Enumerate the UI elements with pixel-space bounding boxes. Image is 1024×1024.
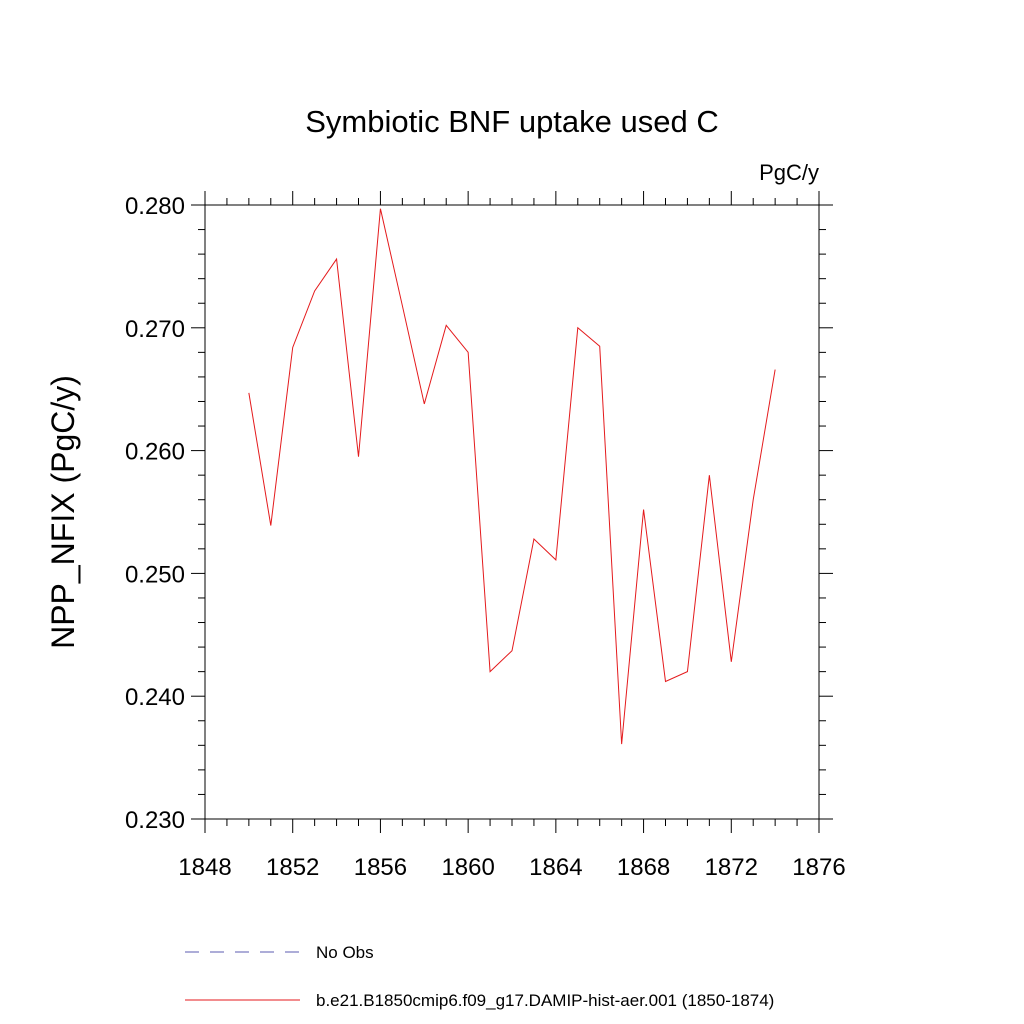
chart-title: Symbiotic BNF uptake used C <box>305 104 719 139</box>
series-group <box>248 208 776 745</box>
x-tick-label: 1848 <box>178 854 231 881</box>
legend-label-model: b.e21.B1850cmip6.f09_g17.DAMIP-hist-aer.… <box>316 991 774 1010</box>
x-tick-label: 1856 <box>354 854 407 881</box>
units-label: PgC/y <box>759 160 819 185</box>
y-tick-label: 0.250 <box>125 561 185 588</box>
axis-ticks <box>191 191 833 833</box>
x-tick-label: 1868 <box>617 854 670 881</box>
x-tick-label: 1860 <box>441 854 494 881</box>
plot-frame <box>204 204 820 820</box>
y-tick-label: 0.240 <box>125 684 185 711</box>
series-line <box>248 208 776 745</box>
x-tick-label: 1864 <box>529 854 582 881</box>
legend-label-no-obs: No Obs <box>316 943 374 962</box>
y-tick-label: 0.270 <box>125 316 185 343</box>
legend: No Obs b.e21.B1850cmip6.f09_g17.DAMIP-hi… <box>185 943 774 1010</box>
y-tick-label: 0.280 <box>125 193 185 220</box>
x-tick-label: 1872 <box>705 854 758 881</box>
y-tick-label: 0.230 <box>125 807 185 834</box>
y-axis-label: NPP_NFIX (PgC/y) <box>45 375 81 649</box>
axis-tick-labels: 1848 1852 1856 1860 1864 1868 1872 1876 0.230 0.2… <box>125 193 846 881</box>
x-tick-label: 1876 <box>792 854 845 881</box>
x-tick-label: 1852 <box>266 854 319 881</box>
y-tick-label: 0.260 <box>125 439 185 466</box>
